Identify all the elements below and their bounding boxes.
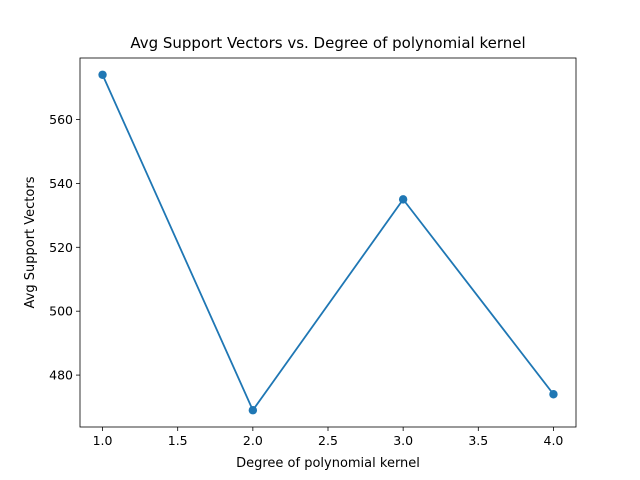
data-point-marker <box>98 70 107 79</box>
y-tick-label: 540 <box>49 176 73 191</box>
y-tick-label: 520 <box>49 240 73 255</box>
y-axis-label: Avg Support Vectors <box>23 176 38 308</box>
x-tick-label: 3.5 <box>468 433 488 448</box>
y-axis-ticks: 480 500 520 540 560 <box>49 112 80 383</box>
x-tick-label: 3.0 <box>393 433 413 448</box>
data-point-marker <box>248 406 258 415</box>
y-tick-label: 480 <box>49 368 73 383</box>
y-tick-label: 560 <box>49 112 73 127</box>
x-tick-label: 4.0 <box>544 433 564 448</box>
x-tick-label: 1.0 <box>93 433 113 448</box>
data-point-marker <box>549 390 558 399</box>
chart-title: Avg Support Vectors vs. Degree of polyno… <box>130 34 525 52</box>
y-tick-label: 500 <box>49 304 73 319</box>
x-tick-label: 2.0 <box>243 433 263 448</box>
x-tick-label: 2.5 <box>318 433 338 448</box>
plot-layer <box>98 70 558 415</box>
data-point-marker <box>398 195 408 204</box>
series-line <box>101 74 555 412</box>
x-axis-ticks: 1.0 1.5 2.0 2.5 3.0 3.5 4.0 <box>93 427 564 448</box>
x-tick-label: 1.5 <box>168 433 188 448</box>
x-axis-label: Degree of polynomial kernel <box>236 456 420 471</box>
